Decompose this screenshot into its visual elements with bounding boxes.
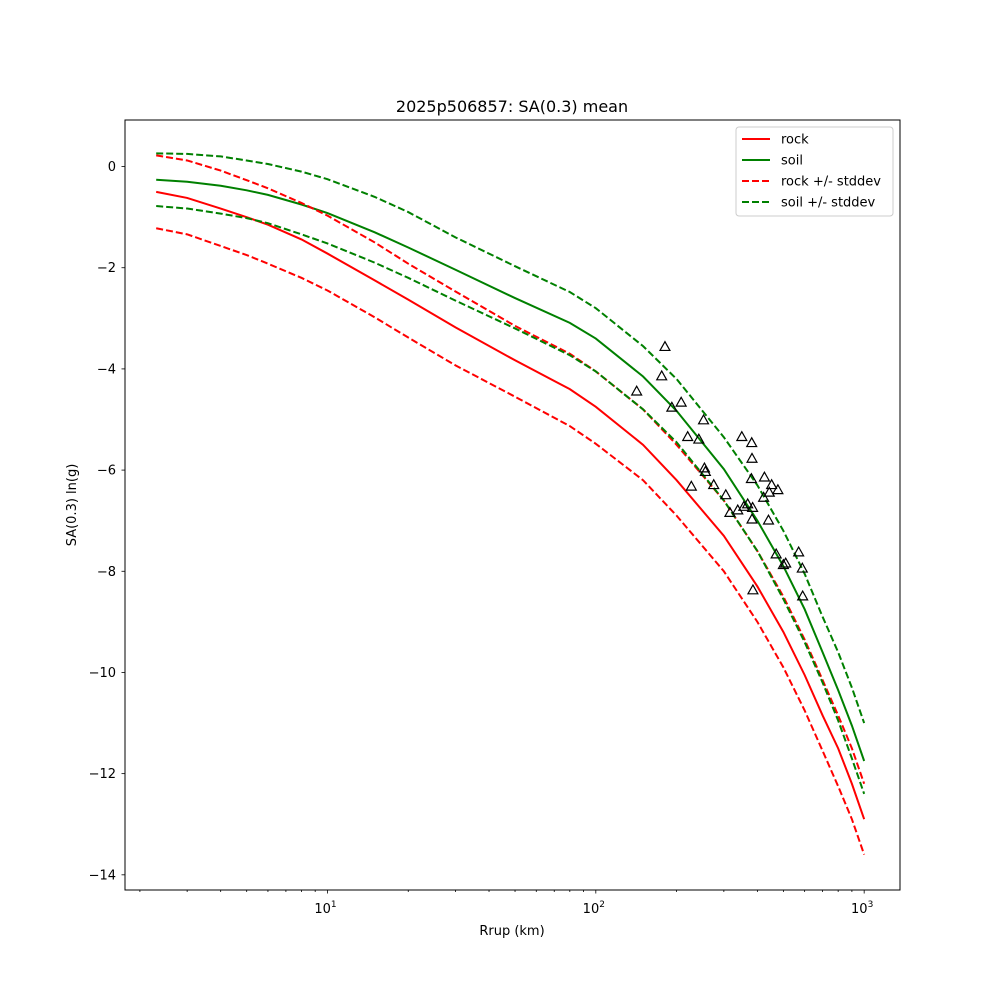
observation-point (792, 545, 805, 557)
observation-point (741, 497, 754, 509)
observation-point (745, 436, 758, 448)
observation-point (719, 488, 732, 500)
chart-title: 2025p506857: SA(0.3) mean (396, 97, 628, 116)
observation-point (796, 589, 809, 601)
legend-label-rock-stddev: rock +/- stddev (781, 175, 881, 190)
legend-label-soil: soil (781, 154, 803, 169)
observation-point (723, 506, 736, 517)
observation-point (757, 491, 770, 502)
observation-points (630, 340, 809, 601)
y-axis: 0 −2 −4 −6 −8 −10 −12 −14 (89, 160, 125, 883)
observation-point (665, 401, 678, 412)
observation-point (745, 472, 758, 484)
observation-point (698, 461, 711, 473)
observation-point (707, 478, 720, 490)
observation-point (777, 558, 790, 570)
y-tick-label: −4 (97, 362, 116, 377)
observation-point (697, 413, 710, 425)
observation-point (746, 452, 758, 463)
observation-point (746, 512, 758, 524)
observation-point (658, 340, 671, 352)
axes-frame (124, 119, 901, 891)
observation-point (758, 470, 771, 482)
x-axis-label: Rrup (km) (479, 924, 544, 939)
observation-point (763, 486, 776, 497)
legend-label-rock: rock (781, 133, 809, 148)
observation-point (770, 547, 783, 559)
series-line-rock-stddev-2 (156, 154, 866, 785)
y-tick-label: −10 (89, 666, 116, 681)
y-axis-label: SA(0.3) ln(g) (65, 464, 80, 547)
y-tick-label: −8 (97, 565, 116, 580)
series-layer (155, 152, 866, 855)
observation-point (746, 583, 759, 595)
observation-point (685, 480, 698, 491)
observation-point (731, 503, 744, 515)
observation-point (692, 433, 705, 444)
observation-point (655, 369, 668, 381)
legend-label-soil-stddev: soil +/- stddev (781, 196, 876, 211)
legend-box (735, 126, 894, 217)
y-tick-label: −14 (89, 868, 116, 883)
observation-point (735, 430, 748, 442)
y-tick-label: −12 (89, 767, 116, 782)
observation-point (779, 556, 792, 568)
observation-point (699, 465, 712, 477)
observation-point (762, 513, 775, 525)
axes-background (125, 120, 900, 890)
series-line-soil-stddev-4 (156, 152, 866, 724)
series-line-soil-1 (156, 178, 866, 762)
observation-point (675, 396, 688, 407)
observation-point (630, 384, 643, 396)
series-line-stddev-lower-5 (156, 205, 866, 795)
legend: rock soil rock +/- stddev soil +/- stddev (735, 126, 894, 217)
observation-point (765, 478, 778, 490)
series-line-stddev-lower-3 (155, 227, 866, 855)
observation-point (771, 483, 784, 495)
y-tick-label: 0 (108, 160, 116, 175)
observation-point (796, 562, 809, 573)
y-tick-label: −2 (97, 261, 116, 276)
observation-point (746, 501, 759, 512)
y-tick-label: −6 (97, 464, 116, 479)
observation-point (681, 430, 694, 442)
observation-point (737, 500, 750, 511)
plot-area (125, 120, 900, 890)
